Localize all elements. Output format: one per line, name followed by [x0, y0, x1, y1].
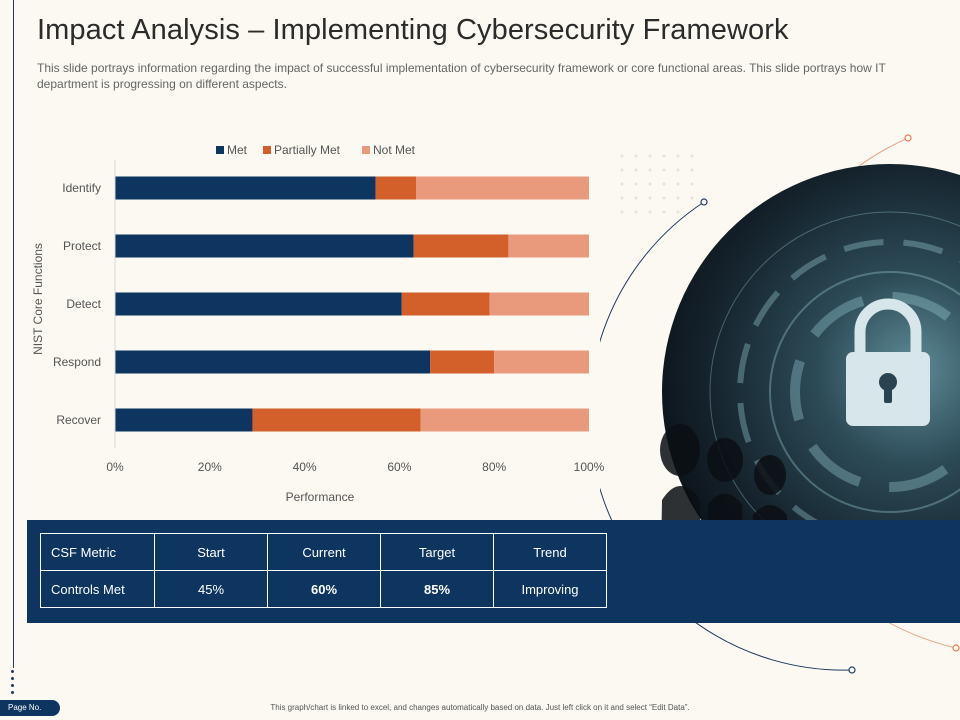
x-tick-60-: 60%	[387, 460, 411, 474]
legend-label-not-met: Not Met	[373, 143, 416, 157]
category-label-recover: Recover	[56, 413, 101, 427]
cell-target: 85%	[380, 570, 494, 608]
page-number-tag: Page No.	[0, 700, 60, 716]
category-labels: Identify Protect Detect Respond Recover	[53, 181, 102, 427]
bar-detect-not-met	[489, 292, 589, 316]
header-cell-target: Target	[380, 533, 494, 571]
table-header-row: CSF Metric Start Current Target Trend	[40, 533, 607, 571]
left-accent-line	[13, 0, 14, 668]
bars	[115, 176, 589, 432]
header-cell-current: Current	[267, 533, 381, 571]
bar-recover-partially-met	[252, 408, 421, 432]
bar-identify-not-met	[415, 176, 589, 200]
legend-label-partially-met: Partially Met	[274, 143, 341, 157]
x-tick-80-: 80%	[482, 460, 506, 474]
bar-detect-met	[115, 292, 402, 316]
bar-protect-not-met	[508, 234, 589, 258]
table-row: Controls Met 45% 60% 85% Improving	[40, 570, 607, 608]
bar-recover-met	[115, 408, 253, 432]
bar-respond-met	[115, 350, 431, 374]
bar-protect-partially-met	[413, 234, 509, 258]
stacked-bar-chart[interactable]: Met Partially Met Not Met Identify Protect D…	[0, 130, 620, 520]
legend-swatch-not-met	[362, 146, 370, 154]
x-tick-0-: 0%	[106, 460, 124, 474]
legend-swatch-partially-met	[263, 146, 271, 154]
header-cell-trend: Trend	[493, 533, 607, 571]
left-accent-dots	[11, 670, 15, 698]
x-tick-labels: 0% 20% 40% 60% 80% 100%	[106, 460, 604, 474]
bar-identify-met	[115, 176, 376, 200]
header-cell-start: Start	[154, 533, 268, 571]
bar-protect-met	[115, 234, 414, 258]
cell-current: 60%	[267, 570, 381, 608]
dot-grid-pattern	[620, 154, 694, 214]
bar-recover-not-met	[420, 408, 589, 432]
slide-title: Impact Analysis – Implementing Cybersecu…	[37, 14, 789, 46]
x-axis-label: Performance	[286, 490, 355, 504]
category-label-detect: Detect	[66, 297, 101, 311]
x-tick-20-: 20%	[198, 460, 222, 474]
cell-start: 45%	[154, 570, 268, 608]
slide-subtitle: This slide portrays information regardin…	[37, 61, 886, 91]
header-cell-metric: CSF Metric	[40, 533, 155, 571]
chart-legend: Met Partially Met Not Met	[216, 143, 416, 157]
footer-note: This graph/chart is linked to excel, and…	[270, 703, 690, 712]
x-tick-100-: 100%	[574, 460, 605, 474]
bar-respond-partially-met	[430, 350, 495, 374]
bar-detect-partially-met	[401, 292, 490, 316]
cell-metric: Controls Met	[40, 570, 155, 608]
legend-label-met: Met	[227, 143, 248, 157]
category-label-protect: Protect	[63, 239, 102, 253]
bar-respond-not-met	[494, 350, 589, 374]
x-tick-40-: 40%	[293, 460, 317, 474]
bar-identify-partially-met	[375, 176, 416, 200]
csf-metrics-table: CSF Metric Start Current Target Trend Co…	[40, 533, 607, 608]
category-label-respond: Respond	[53, 355, 101, 369]
blue-orbit-arc	[600, 201, 853, 671]
legend-swatch-met	[216, 146, 224, 154]
padlock-icon	[846, 298, 930, 426]
y-axis-label: NIST Core Functions	[31, 243, 45, 355]
category-label-identify: Identify	[62, 181, 101, 195]
cell-trend: Improving	[493, 570, 607, 608]
